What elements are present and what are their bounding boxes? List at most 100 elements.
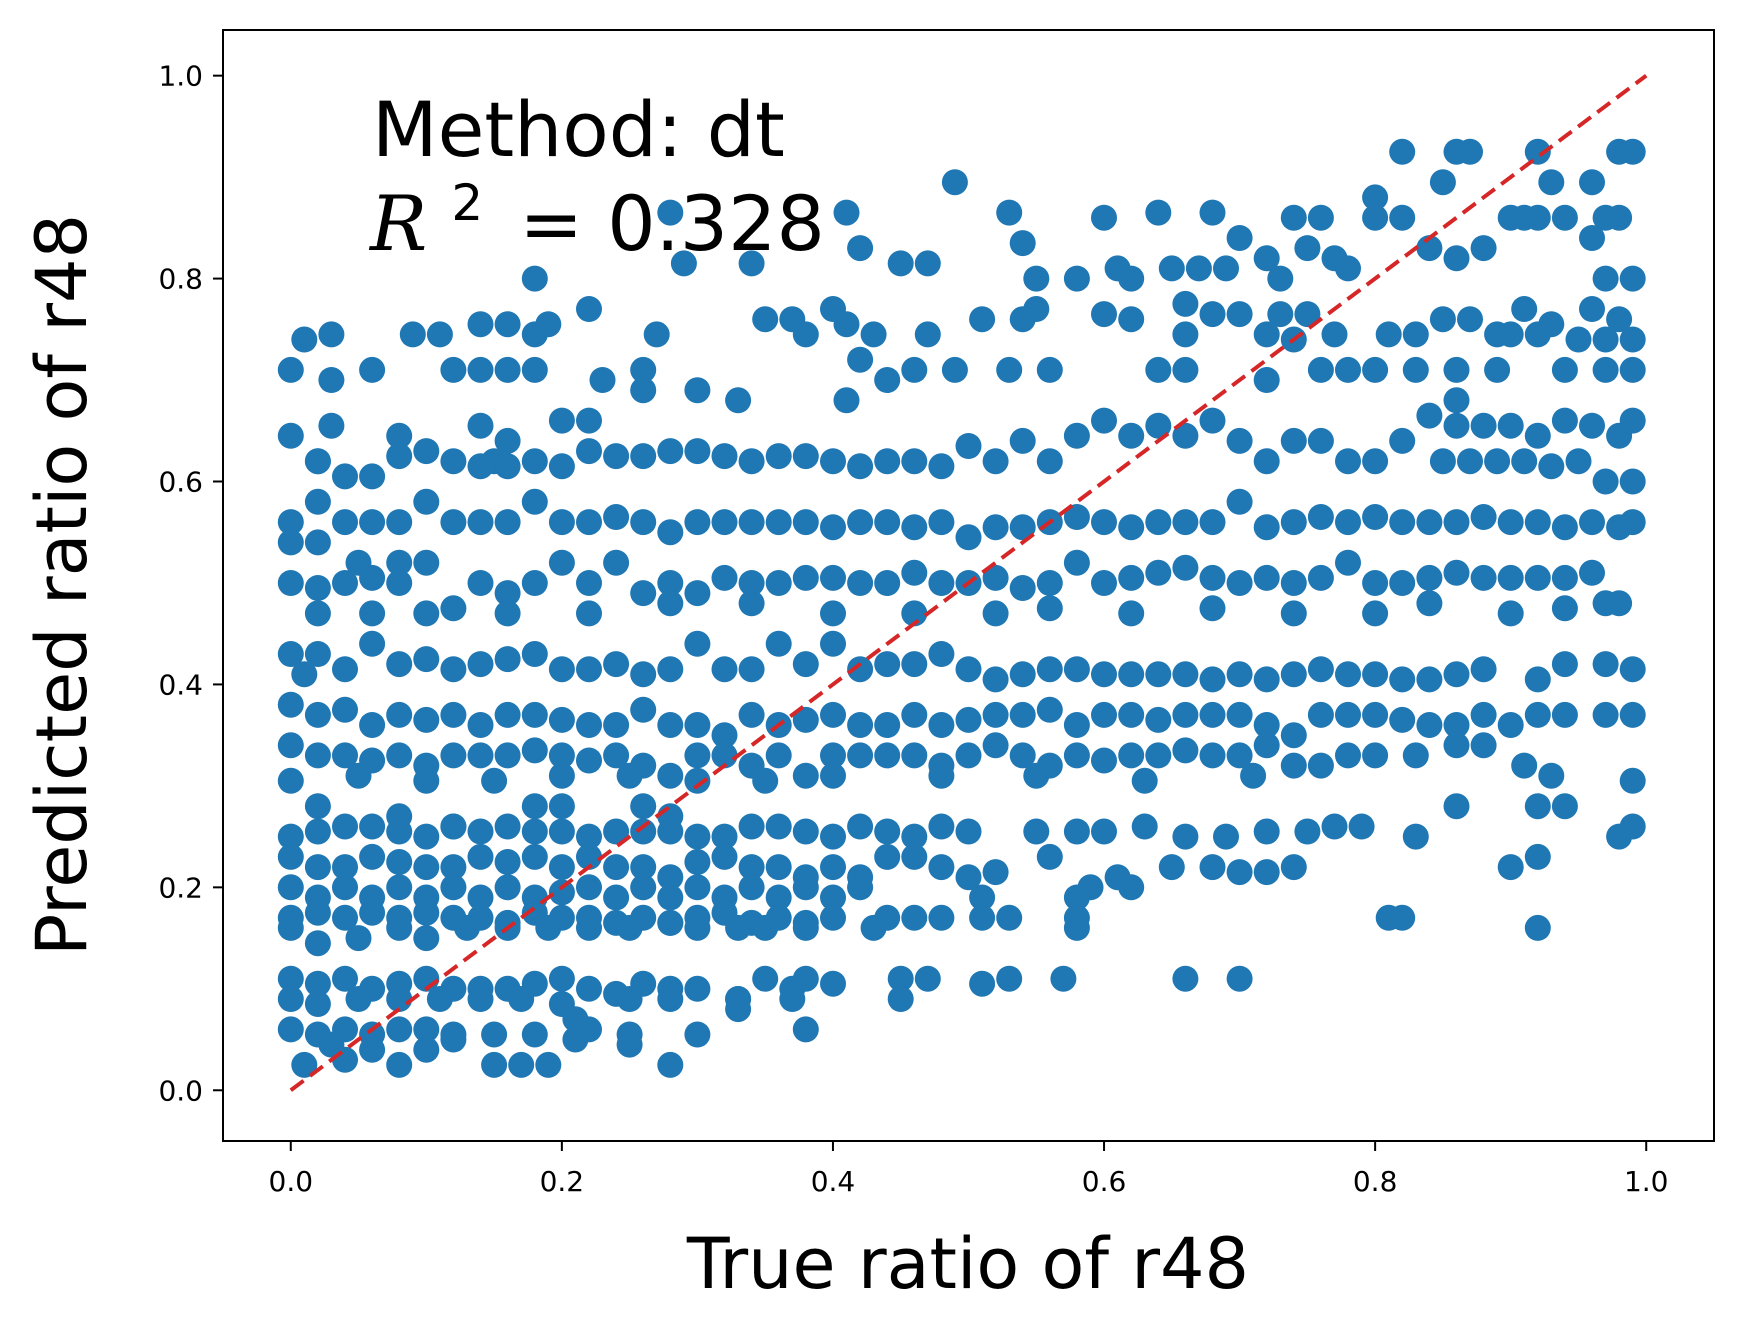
scatter-point	[1416, 235, 1443, 262]
scatter-point	[792, 818, 819, 845]
x-tick-label: 1.0	[1624, 1165, 1669, 1198]
scatter-point	[1226, 488, 1253, 515]
scatter-point	[684, 849, 711, 875]
scatter-point	[1118, 600, 1145, 627]
scatter-point	[1457, 138, 1483, 165]
scatter-point	[562, 1006, 589, 1033]
scatter-point	[1321, 321, 1348, 348]
scatter-point	[494, 509, 521, 536]
scatter-point	[359, 843, 386, 870]
scatter-point	[928, 854, 955, 881]
scatter-point	[684, 823, 711, 850]
scatter-point	[765, 813, 792, 840]
y-axis-ticks: 0.0 0.2 0.4 0.6 0.8 1.0	[158, 60, 223, 1107]
scatter-point	[1579, 225, 1605, 251]
scatter-point	[711, 564, 738, 591]
scatter-point	[386, 1016, 413, 1043]
scatter-point	[332, 813, 358, 840]
scatter-point	[332, 656, 358, 683]
scatter-point	[684, 914, 711, 941]
scatter-point	[1307, 564, 1334, 591]
scatter-point	[1538, 169, 1565, 196]
scatter-point	[982, 701, 1009, 728]
scatter-point	[386, 509, 413, 536]
scatter-point	[684, 438, 711, 465]
scatter-point	[1172, 290, 1199, 317]
scatter-point	[1389, 904, 1416, 931]
scatter-point	[1253, 448, 1280, 475]
scatter-point	[738, 590, 765, 617]
scatter-point	[847, 874, 874, 901]
scatter-point	[576, 823, 602, 850]
scatter-point	[616, 986, 643, 1012]
scatter-point	[1009, 701, 1036, 728]
scatter-point	[630, 443, 657, 470]
scatter-point	[996, 199, 1023, 226]
y-tick-label: 1.0	[158, 60, 203, 93]
scatter-point	[901, 448, 928, 475]
scatter-point	[765, 854, 792, 881]
scatter-point	[1253, 712, 1280, 738]
scatter-point	[386, 874, 413, 901]
scatter-point	[860, 321, 887, 348]
scatter-point	[467, 651, 494, 678]
scatter-point	[494, 356, 521, 383]
scatter-point	[1511, 448, 1538, 475]
scatter-point	[1484, 448, 1511, 475]
scatter-point	[1362, 742, 1389, 769]
scatter-point	[738, 854, 765, 881]
scatter-point	[1063, 712, 1090, 738]
scatter-point	[1565, 448, 1592, 475]
scatter-point	[318, 412, 345, 439]
scatter-point	[1524, 701, 1551, 728]
scatter-point	[1280, 661, 1307, 688]
scatter-point	[548, 793, 575, 820]
scatter-point	[1619, 356, 1646, 383]
scatter-point	[914, 321, 941, 348]
scatter-point	[277, 732, 304, 759]
scatter-point	[1416, 590, 1443, 617]
scatter-point	[1402, 742, 1429, 769]
scatter-point	[874, 448, 901, 475]
scatter-point	[874, 843, 901, 870]
scatter-point	[928, 509, 955, 536]
scatter-point	[386, 570, 413, 596]
scatter-point	[847, 742, 874, 769]
scatter-point	[413, 706, 440, 733]
scatter-point	[1131, 813, 1158, 840]
scatter-point	[603, 854, 630, 881]
scatter-point	[304, 899, 331, 926]
scatter-point	[1443, 509, 1470, 536]
scatter-point	[1592, 590, 1619, 617]
scatter-point	[1307, 656, 1334, 683]
scatter-point	[521, 701, 548, 728]
scatter-point	[1172, 965, 1199, 992]
scatter-point	[440, 509, 467, 536]
scatter-point	[833, 311, 860, 338]
scatter-point	[1199, 407, 1226, 434]
scatter-point	[413, 488, 440, 515]
scatter-point	[1402, 321, 1429, 348]
scatter-point	[1091, 747, 1117, 774]
scatter-point	[752, 767, 779, 794]
scatter-point	[1443, 356, 1470, 383]
y-tick-label: 0.8	[158, 263, 203, 296]
scatter-point	[332, 1046, 358, 1073]
scatter-point	[318, 321, 345, 348]
scatter-point	[738, 874, 765, 901]
scatter-point	[548, 879, 575, 906]
annotation-r2: R 2 = 0.328	[368, 149, 825, 268]
scatter-point	[1253, 564, 1280, 591]
scatter-point	[657, 818, 684, 845]
scatter-point	[1063, 884, 1090, 911]
scatter-point	[1172, 509, 1199, 536]
scatter-point	[1551, 356, 1578, 383]
scatter-point	[1294, 301, 1321, 328]
scatter-point	[1470, 235, 1497, 262]
scatter-point	[1307, 701, 1334, 728]
scatter-point	[1429, 169, 1456, 196]
scatter-point	[914, 250, 941, 277]
scatter-point	[874, 651, 901, 678]
scatter-point	[277, 641, 304, 667]
